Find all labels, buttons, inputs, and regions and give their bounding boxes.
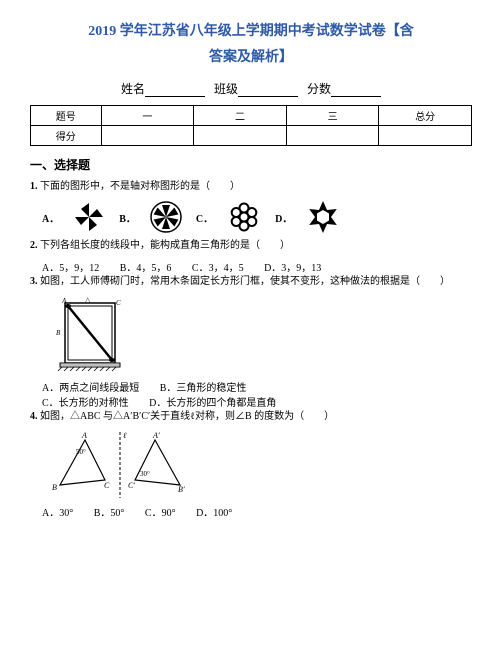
q2-num: 2. [30,240,38,251]
th-2: 二 [194,106,287,126]
q3-options-row2: C．长方形的对称性 D．长方形的四个角都是直角 [42,394,472,409]
class-label: 班级 [214,82,238,96]
td-blank [286,126,379,146]
door-frame-icon: A △ C B [50,295,130,375]
q3-options-row1: A．两点之间线段最短 B．三角形的稳定性 [42,379,472,394]
th-3: 三 [286,106,379,126]
door-label-b: B [56,329,61,337]
q4-opt-c: C．90° [145,508,176,519]
section-heading-1: 一、选择题 [30,156,472,173]
q1-opt-a-label: A． [42,210,59,225]
th-num: 题号 [31,106,102,126]
svg-text:C′: C′ [128,481,135,490]
info-line: 姓名 班级 分数 [30,80,472,97]
td-blank [379,126,472,146]
q1-options: A． B． C． [42,200,472,234]
q1-opt-b-label: B． [119,210,136,225]
q4-num: 4. [30,411,38,422]
svg-text:A′: A′ [152,431,160,440]
q1-opt-d-label: D． [275,210,292,225]
th-total: 总分 [379,106,472,126]
question-4: 4. 如图，△ABC 与△A′B′C′关于直线ℓ对称，则∠B 的度数为（ ） [30,409,472,424]
question-3: 3. 如图，工人师傅砌门时，常用木条固定长方形门框，使其不变形，这种做法的根据是… [30,274,472,289]
q4-options: A．30° B．50° C．90° D．100° [42,504,472,519]
q3-opt-a: A．两点之间线段最短 [42,383,139,394]
q1-num: 1. [30,181,38,192]
hex-flower-icon [227,201,261,233]
svg-text:30°: 30° [140,470,150,478]
door-label-c: C [116,299,121,307]
q1-opt-c-label: C． [196,210,213,225]
q3-num: 3. [30,276,38,287]
q1-text: 下面的图形中，不是轴对称图形的是（ ） [40,181,240,192]
question-2: 2. 下列各组长度的线段中，能构成直角三角形的是（ ） [30,238,472,253]
q2-opt-c: C．3，4，5 [192,263,244,274]
q4-figure: ℓ A B C 50° A′ B′ C′ 30° [50,430,472,500]
td-blank [101,126,194,146]
score-table: 题号 一 二 三 总分 得分 [30,105,472,146]
score-label: 分数 [307,82,331,96]
q3-text: 如图，工人师傅砌门时，常用木条固定长方形门框，使其不变形，这种做法的根据是（ ） [40,276,450,287]
pinwheel-icon [73,201,105,233]
q4-opt-a: A．30° [42,508,73,519]
page-title-line2: 答案及解析】 [30,46,472,66]
question-1: 1. 下面的图形中，不是轴对称图形的是（ ） [30,179,472,194]
svg-text:B′: B′ [178,485,185,494]
q3-figure: A △ C B [50,295,472,375]
door-label-a: A [61,297,67,305]
td-blank [194,126,287,146]
table-row: 得分 [31,126,472,146]
q4-opt-b: B．50° [94,508,125,519]
th-1: 一 [101,106,194,126]
q3-opt-c: C．长方形的对称性 [42,398,129,409]
svg-text:50°: 50° [76,448,86,456]
q2-opt-d: D．3，9，13 [264,263,321,274]
q4-opt-d: D．100° [196,508,232,519]
score-blank [331,85,381,97]
svg-text:ℓ: ℓ [123,431,127,440]
triangle-symmetry-icon: ℓ A B C 50° A′ B′ C′ 30° [50,430,190,500]
page-title-line1: 2019 学年江苏省八年级上学期期中考试数学试卷【含 [30,20,472,40]
door-label-d: △ [85,296,91,304]
name-blank [145,85,205,97]
table-row: 题号 一 二 三 总分 [31,106,472,126]
q3-opt-b: B．三角形的稳定性 [160,383,247,394]
q2-options: A．5，9，12 B．4，5，6 C．3，4，5 D．3，9，13 [42,259,472,274]
q2-opt-b: B．4，5，6 [120,263,172,274]
star-icon [306,200,340,234]
td-label: 得分 [31,126,102,146]
q3-opt-d: D．长方形的四个角都是直角 [149,398,276,409]
q4-text: 如图，△ABC 与△A′B′C′关于直线ℓ对称，则∠B 的度数为（ ） [40,411,334,422]
svg-text:A: A [81,431,87,440]
name-label: 姓名 [121,82,145,96]
q2-text: 下列各组长度的线段中，能构成直角三角形的是（ ） [40,240,290,251]
flower-icon [150,201,182,233]
q2-opt-a: A．5，9，12 [42,263,99,274]
class-blank [238,85,298,97]
svg-text:C: C [104,481,110,490]
svg-text:B: B [52,483,57,492]
